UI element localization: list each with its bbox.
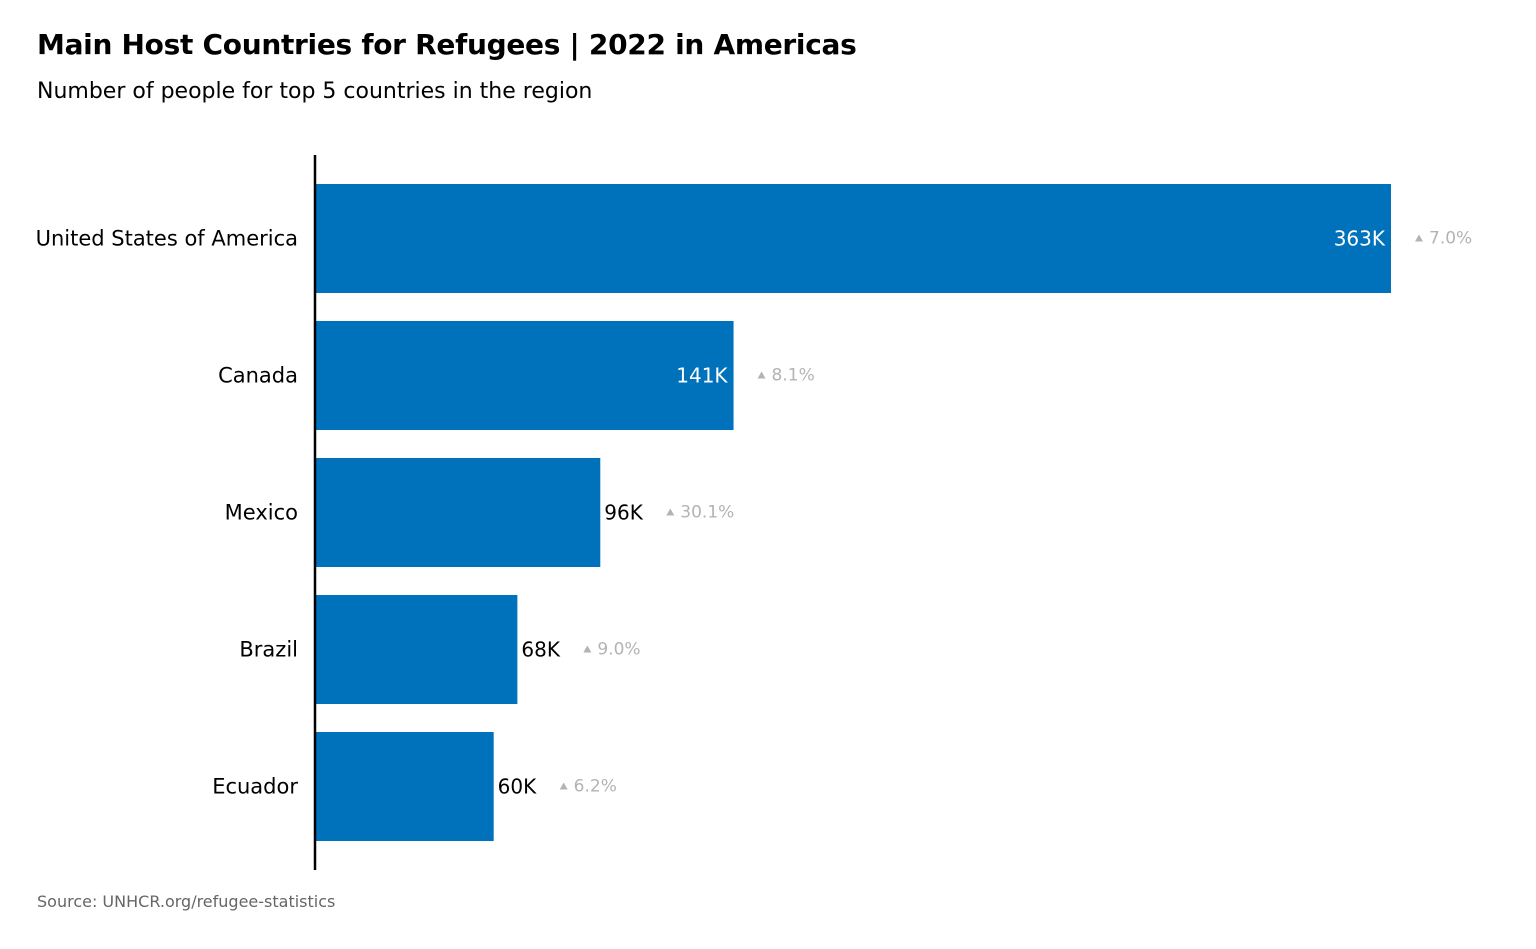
change-arrow-3	[583, 645, 592, 653]
change-label-2: 30.1%	[680, 503, 734, 523]
value-label-1: 141K	[676, 364, 728, 388]
chart-title: Main Host Countries for Refugees | 2022 …	[37, 28, 857, 61]
source-note: Source: UNHCR.org/refugee-statistics	[37, 892, 336, 911]
change-label-3: 9.0%	[597, 640, 640, 660]
value-label-3: 68K	[521, 638, 560, 662]
change-arrow-2	[666, 508, 675, 516]
labels-layer: United States of America 363K 7.0% Canada 14…	[36, 227, 1473, 799]
change-label-4: 6.2%	[574, 777, 617, 797]
category-label-4: Ecuador	[212, 775, 298, 799]
value-label-4: 60K	[498, 775, 537, 799]
bar-1	[316, 321, 734, 430]
bar-4	[316, 732, 494, 841]
bars-layer	[316, 184, 1391, 841]
value-label-2: 96K	[604, 501, 643, 525]
bar-2	[316, 458, 601, 567]
change-label-0: 7.0%	[1429, 229, 1472, 249]
change-label-1: 8.1%	[772, 366, 815, 386]
category-label-0: United States of America	[36, 227, 298, 251]
category-label-2: Mexico	[225, 501, 298, 525]
chart-subtitle: Number of people for top 5 countries in …	[37, 79, 593, 104]
change-arrow-0	[1415, 234, 1423, 242]
value-label-0: 363K	[1334, 227, 1386, 251]
category-label-3: Brazil	[239, 638, 298, 662]
change-arrow-1	[757, 371, 766, 379]
bar-3	[316, 595, 518, 704]
bar-0	[316, 184, 1391, 293]
change-arrow-4	[559, 782, 568, 790]
category-label-1: Canada	[218, 364, 298, 388]
